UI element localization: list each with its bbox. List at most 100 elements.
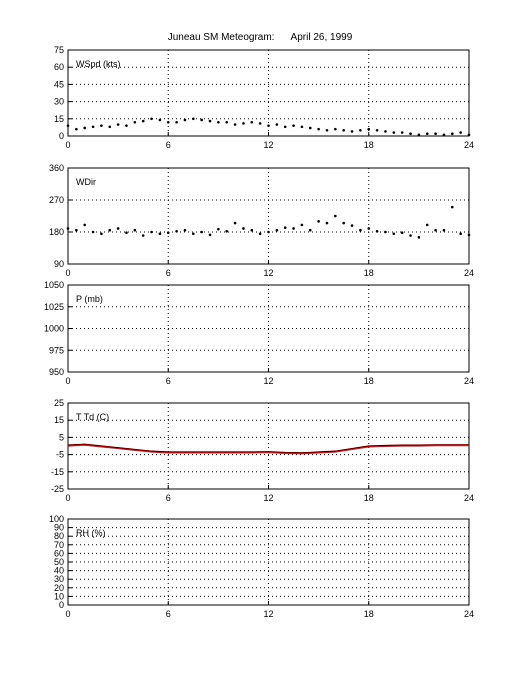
data-point bbox=[125, 231, 128, 235]
y-tick-label: 40 bbox=[54, 566, 64, 576]
data-point bbox=[442, 133, 446, 137]
y-tick-label: 1000 bbox=[44, 324, 64, 334]
data-point bbox=[116, 123, 120, 126]
data-point bbox=[183, 118, 187, 122]
data-point bbox=[141, 119, 145, 123]
x-tick-label: 24 bbox=[464, 268, 474, 278]
x-tick-label: 24 bbox=[464, 609, 474, 619]
y-tick-label: 80 bbox=[54, 531, 64, 541]
data-point bbox=[192, 117, 195, 121]
y-tick-label: 90 bbox=[54, 523, 64, 533]
data-point bbox=[175, 229, 178, 233]
y-tick-label: 15 bbox=[54, 415, 64, 425]
chart-title: Juneau SM Meteogram: April 26, 1999 bbox=[167, 32, 353, 43]
axis-label: WDir bbox=[76, 177, 96, 187]
data-point bbox=[158, 232, 162, 236]
data-point bbox=[150, 230, 153, 234]
data-point bbox=[450, 132, 454, 136]
y-tick-label: 0 bbox=[59, 131, 64, 141]
data-point bbox=[275, 228, 279, 232]
data-point bbox=[242, 227, 245, 230]
x-tick-label: 0 bbox=[65, 609, 70, 619]
x-tick-label: 6 bbox=[166, 140, 171, 150]
y-tick-label: 0 bbox=[59, 600, 64, 610]
x-tick-label: 0 bbox=[65, 140, 70, 150]
data-point bbox=[367, 227, 371, 230]
data-point bbox=[300, 125, 304, 129]
data-point bbox=[242, 122, 245, 125]
data-point bbox=[183, 228, 187, 232]
data-point bbox=[375, 229, 379, 233]
data-point bbox=[208, 119, 212, 123]
axis-label: RH (%) bbox=[76, 528, 106, 538]
data-point bbox=[83, 126, 87, 130]
x-tick-label: 18 bbox=[364, 376, 374, 386]
data-point bbox=[91, 230, 95, 234]
data-point bbox=[342, 128, 345, 132]
data-point bbox=[125, 124, 128, 127]
y-tick-label: 30 bbox=[54, 574, 64, 584]
data-point bbox=[450, 205, 454, 209]
data-point bbox=[116, 227, 120, 230]
data-point bbox=[350, 130, 354, 133]
data-point bbox=[100, 124, 103, 127]
axis-label: P (mb) bbox=[76, 294, 103, 304]
data-point bbox=[75, 127, 78, 131]
x-tick-label: 24 bbox=[464, 376, 474, 386]
x-tick-label: 18 bbox=[364, 268, 374, 278]
data-point bbox=[350, 224, 354, 227]
x-tick-label: 12 bbox=[263, 376, 273, 386]
data-point bbox=[467, 233, 471, 237]
data-point bbox=[217, 227, 220, 231]
chart-panel-3: 0 6 12 18 24 950 975 1000 1025 1050 P (mb) bbox=[44, 280, 474, 386]
y-tick-label: 270 bbox=[49, 195, 64, 205]
y-tick-label: 60 bbox=[54, 548, 64, 558]
data-point bbox=[141, 234, 145, 237]
plot-frame bbox=[67, 49, 470, 137]
y-tick-label: -15 bbox=[51, 467, 64, 477]
x-tick-label: 6 bbox=[166, 376, 171, 386]
y-tick-label: 30 bbox=[54, 97, 64, 107]
data-point bbox=[283, 125, 287, 129]
data-point bbox=[442, 228, 446, 232]
data-point bbox=[392, 232, 396, 236]
data-point bbox=[375, 128, 379, 132]
x-tick-label: 0 bbox=[65, 268, 70, 278]
y-tick-label: 45 bbox=[54, 79, 64, 89]
data-point bbox=[292, 124, 295, 127]
x-tick-label: 6 bbox=[166, 609, 171, 619]
y-tick-label: 5 bbox=[59, 432, 64, 442]
data-point bbox=[459, 131, 462, 134]
y-tick-label: 15 bbox=[54, 114, 64, 124]
data-point bbox=[108, 125, 112, 129]
y-tick-label: 70 bbox=[54, 540, 64, 550]
y-tick-label: 950 bbox=[49, 367, 64, 377]
data-point bbox=[367, 127, 371, 131]
y-tick-label: 75 bbox=[54, 45, 64, 55]
data-point bbox=[417, 133, 421, 137]
data-point bbox=[233, 123, 237, 126]
data-point bbox=[192, 232, 195, 236]
chart-panel-4: 0 6 12 18 24 -25 -15 -5 5 15 25 T Td (C) bbox=[51, 398, 474, 503]
data-point bbox=[208, 233, 212, 237]
data-point bbox=[66, 227, 70, 230]
y-tick-label: 60 bbox=[54, 62, 64, 72]
data-point bbox=[417, 236, 421, 239]
data-point bbox=[250, 120, 254, 124]
data-point bbox=[434, 228, 437, 232]
data-point bbox=[91, 125, 95, 129]
y-tick-label: -25 bbox=[51, 484, 64, 494]
data-point bbox=[108, 228, 112, 232]
data-point bbox=[133, 120, 137, 124]
data-point bbox=[384, 130, 387, 133]
x-tick-label: 24 bbox=[464, 493, 474, 503]
y-tick-label: 25 bbox=[54, 398, 64, 408]
data-point bbox=[342, 221, 345, 225]
x-tick-label: 24 bbox=[464, 140, 474, 150]
x-tick-label: 12 bbox=[263, 268, 273, 278]
data-point bbox=[459, 232, 462, 236]
x-tick-label: 0 bbox=[65, 376, 70, 386]
x-tick-label: 18 bbox=[364, 493, 374, 503]
data-point bbox=[308, 126, 312, 130]
data-point bbox=[409, 132, 412, 136]
